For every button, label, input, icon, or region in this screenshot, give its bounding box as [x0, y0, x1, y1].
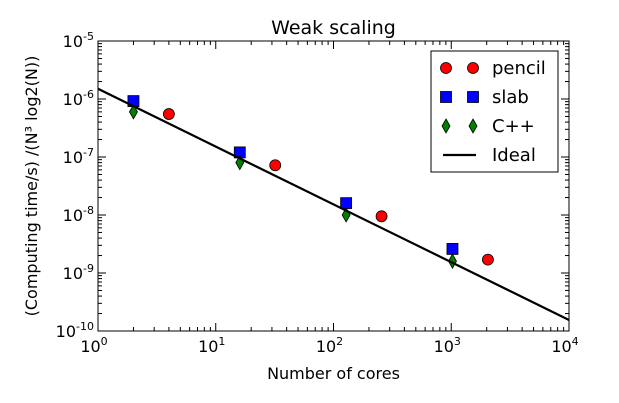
pencil-point — [269, 159, 282, 172]
legend-entry-cpp: C++ — [441, 116, 535, 137]
series-slab — [127, 95, 459, 255]
chart-title: Weak scaling — [271, 17, 396, 39]
legend-marker — [441, 118, 451, 134]
legend-box — [430, 50, 559, 173]
legend-marker — [467, 62, 479, 74]
y-tick-label: 10-8 — [63, 204, 94, 225]
pencil-point — [482, 253, 494, 266]
legend-marker — [467, 91, 479, 103]
x-tick-label: 101 — [198, 335, 225, 356]
x-axis-label: Number of cores — [267, 364, 400, 383]
legend: pencil slab C++ Ideal — [430, 50, 559, 173]
y-tick-label: 10-9 — [63, 262, 94, 283]
legend-label: pencil — [492, 58, 546, 79]
ideal-line — [97, 87, 570, 321]
x-tick-label: 103 — [434, 335, 461, 356]
y-tick-label: 10-10 — [56, 320, 94, 341]
legend-entry-ideal: Ideal — [443, 145, 536, 166]
legend-marker — [440, 62, 452, 74]
pencil-point — [162, 108, 175, 120]
y-axis-label: (Computing time/s) /(N³ log2(N)) — [22, 56, 41, 317]
legend-entry-slab: slab — [440, 87, 529, 108]
legend-marker — [440, 91, 452, 103]
slab-point — [446, 243, 459, 255]
y-tick-label: 10-7 — [63, 146, 94, 167]
y-tick-label: 10-6 — [63, 88, 94, 109]
y-tick-label: 10-5 — [63, 30, 94, 51]
series-ideal — [97, 87, 570, 321]
x-tick-label: 104 — [551, 335, 578, 356]
x-tick-label: 100 — [80, 335, 107, 356]
legend-marker — [468, 118, 478, 134]
pencil-point — [375, 210, 388, 223]
legend-entry-pencil: pencil — [440, 58, 546, 79]
series-pencil — [162, 108, 494, 266]
legend-label: Ideal — [492, 145, 536, 166]
slab-point — [340, 197, 353, 210]
legend-label: C++ — [492, 116, 535, 137]
x-tick-label: 102 — [316, 335, 343, 356]
legend-label: slab — [492, 87, 529, 108]
